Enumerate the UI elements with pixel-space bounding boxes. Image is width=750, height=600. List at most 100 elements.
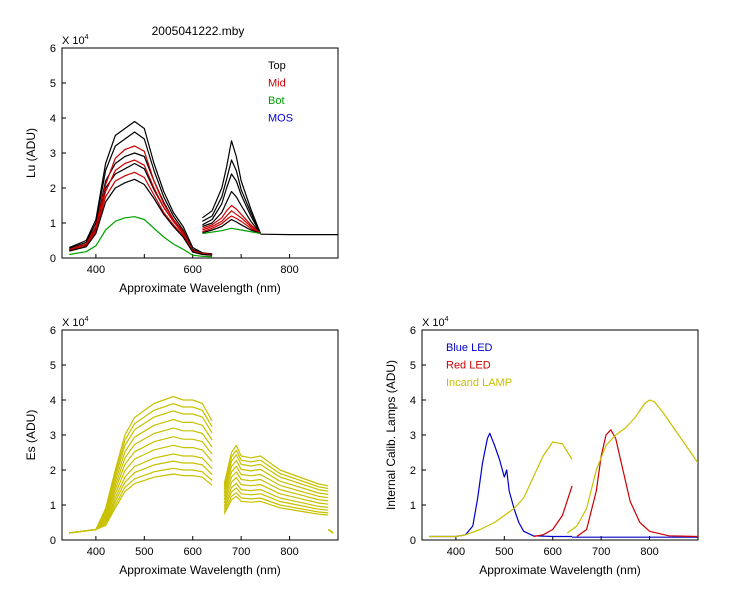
series-line-es	[223, 465, 329, 499]
y-scale-label: X 104	[62, 34, 89, 47]
y-tick-label: 3	[50, 430, 56, 442]
y-tick-label: 1	[50, 218, 56, 230]
series-line-top	[202, 173, 262, 234]
plot-frame	[61, 47, 339, 259]
x-tick-label: 800	[280, 546, 298, 558]
x-tick-label: 600	[184, 546, 202, 558]
series-line-es	[69, 467, 213, 534]
series-line-es	[223, 471, 329, 502]
y-axis-label: Lu (ADU)	[24, 128, 38, 178]
y-scale-base: X 10	[62, 35, 85, 47]
legend-entry: Red LED	[446, 360, 491, 372]
y-tick-label: 5	[50, 360, 56, 372]
series-line-es	[69, 418, 213, 534]
series-line-incand-lamp	[566, 399, 698, 534]
series-line-es	[69, 436, 213, 534]
y-tick-label: 6	[50, 43, 56, 55]
x-tick-label: 400	[87, 546, 105, 558]
series-line-incand-lamp	[429, 441, 573, 538]
x-tick-label: 400	[87, 264, 105, 276]
x-tick-label: 800	[280, 264, 298, 276]
series-line-es	[69, 453, 213, 534]
y-axis-label: Es (ADU)	[24, 410, 38, 461]
x-axis-label: Approximate Wavelength (nm)	[119, 563, 281, 577]
series-line-es	[223, 492, 329, 514]
y-tick-label: 3	[410, 430, 416, 442]
y-scale-label: X 104	[422, 316, 449, 329]
series-line-red-led	[576, 429, 698, 538]
y-tick-label: 6	[50, 325, 56, 337]
x-tick-label: 700	[232, 546, 250, 558]
chart-panel-bottom-left: 0 1 2 3 4 5 6 400 500 600 700 800 X 104 Approximate W…	[24, 316, 339, 577]
y-tick-label: 2	[50, 183, 56, 195]
series-line-top	[202, 140, 262, 234]
y-tick-label: 5	[410, 360, 416, 372]
legend-entry: Incand LAMP	[446, 377, 512, 389]
y-tick-label: 4	[50, 113, 56, 125]
series-line-es	[69, 460, 213, 534]
series-line-bot	[69, 216, 213, 258]
y-scale-exponent: 4	[445, 316, 449, 323]
legend-entry: Top	[268, 60, 286, 72]
series-line-es	[223, 444, 329, 487]
x-axis-label: Approximate Wavelength (nm)	[119, 281, 281, 295]
series-line-es	[223, 449, 329, 490]
series-line-mid	[202, 204, 261, 234]
y-tick-label: 0	[410, 535, 416, 547]
figure-title: 2005041222.mby	[152, 24, 245, 38]
x-tick-label: 700	[592, 546, 610, 558]
series-line-es	[223, 454, 329, 492]
x-tick-label: 600	[544, 546, 562, 558]
y-scale-base: X 10	[422, 317, 445, 329]
y-tick-label: 2	[410, 465, 416, 477]
y-tick-label: 0	[50, 535, 56, 547]
series-line-bot	[202, 227, 261, 235]
y-tick-label: 3	[50, 148, 56, 160]
series-line-es	[223, 487, 329, 511]
series-line-mid	[202, 210, 261, 234]
y-tick-label: 5	[50, 78, 56, 90]
y-tick-label: 1	[410, 500, 416, 512]
series-line-es	[69, 395, 213, 534]
x-axis-label: Approximate Wavelength (nm)	[479, 563, 641, 577]
series-line-es	[223, 477, 329, 505]
series-line-es	[69, 410, 213, 534]
y-tick-label: 4	[410, 395, 416, 407]
series-line-top	[202, 218, 261, 235]
series-line-top	[202, 159, 262, 234]
series-group	[69, 120, 338, 258]
x-tick-label: 500	[495, 546, 513, 558]
y-axis-label: Internal Calib. Lamps (ADU)	[384, 360, 398, 510]
y-scale-exponent: 4	[85, 34, 89, 41]
y-scale-exponent: 4	[85, 316, 89, 323]
x-tick-label: 800	[640, 546, 658, 558]
x-tick-label: 600	[184, 264, 202, 276]
series-line-es	[69, 444, 213, 534]
series-line-top	[202, 190, 261, 234]
legend-entry: Bot	[268, 95, 285, 107]
series-line-mid	[202, 215, 261, 235]
series-group	[429, 399, 698, 538]
series-line-es	[223, 482, 329, 508]
y-tick-label: 6	[410, 325, 416, 337]
legend-entry: MOS	[268, 113, 293, 125]
y-tick-label: 4	[50, 395, 56, 407]
series-line-red-led	[533, 485, 573, 538]
series-line-top	[69, 178, 213, 256]
y-tick-label: 2	[50, 465, 56, 477]
series-line-es	[327, 529, 334, 534]
series-line-es	[69, 473, 213, 534]
x-tick-label: 500	[135, 546, 153, 558]
x-tick-label: 400	[447, 546, 465, 558]
y-scale-label: X 104	[62, 316, 89, 329]
series-line-blue-led	[429, 432, 573, 538]
y-tick-label: 0	[50, 253, 56, 265]
series-line-es	[69, 427, 213, 534]
series-line-es	[223, 460, 329, 495]
y-tick-label: 1	[50, 500, 56, 512]
series-group	[69, 395, 334, 534]
series-line-top	[69, 120, 213, 255]
